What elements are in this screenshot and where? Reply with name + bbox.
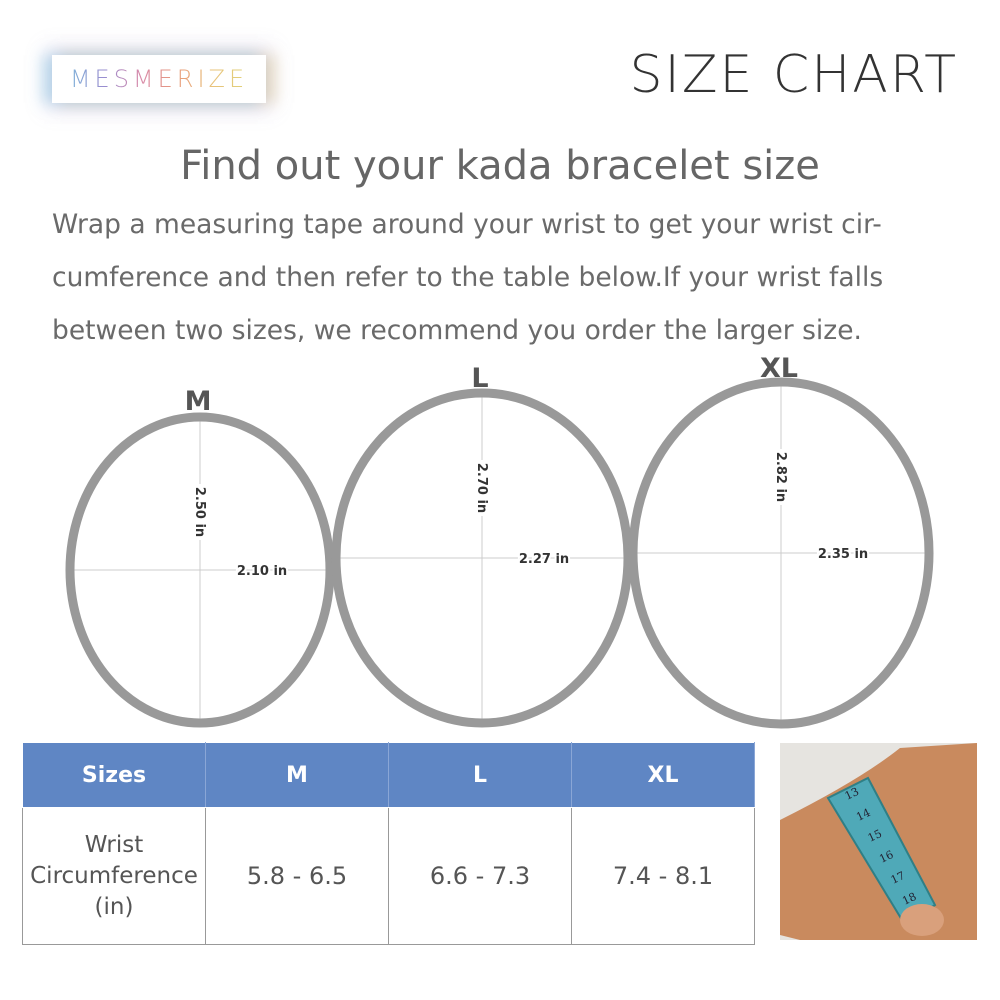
header-cell: Sizes [22,742,206,808]
height-label: 2.50 in [192,487,207,537]
bracelet-ring [65,412,335,728]
header-cell: L [388,742,572,808]
bracelet-ring [331,388,633,728]
bracelet-ring [628,377,934,729]
size-label: M [185,386,212,417]
table-cell: 7.4 - 8.1 [571,807,755,945]
heading: Find out your kada bracelet size [180,143,820,189]
table-header-row: Sizes M L XL [22,742,755,808]
description: Wrap a measuring tape around your wrist … [52,209,884,346]
height-label: 2.70 in [474,463,489,513]
width-label: 2.35 in [818,547,868,562]
size-label: L [471,363,488,394]
page-title: SIZE CHART [629,45,958,105]
table-cell: 5.8 - 6.5 [205,807,389,945]
height-label: 2.82 in [773,452,788,502]
table-cell: 6.6 - 7.3 [388,807,572,945]
row-label: Wrist Circumference (in) [22,807,206,945]
brand-logo: MESMERIZE [52,55,266,103]
width-label: 2.27 in [519,552,569,567]
width-label: 2.10 in [237,564,287,579]
table-row: Wrist Circumference (in) 5.8 - 6.5 6.6 -… [22,807,755,945]
header-cell: M [205,742,389,808]
size-table: Sizes M L XL Wrist Circumference (in) 5.… [22,742,755,945]
size-label: XL [760,353,798,384]
header-cell: XL [571,742,755,808]
